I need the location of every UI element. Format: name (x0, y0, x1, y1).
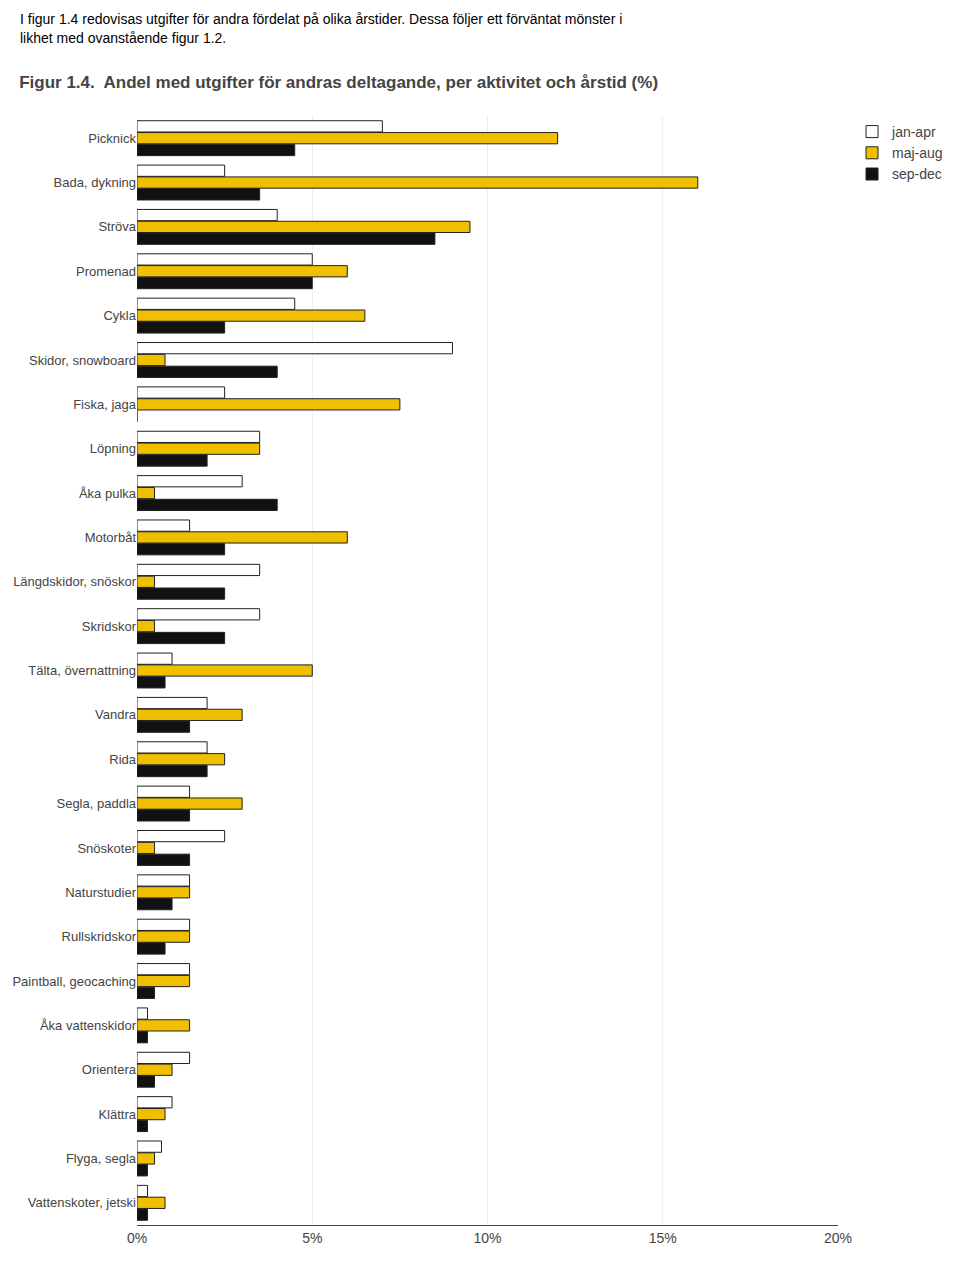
svg-text:Åka vattenskidor: Åka vattenskidor (40, 1018, 137, 1033)
html-text:likhet med ovanstående figur 1: likhet med ovanstående figur 1.2. (20, 30, 227, 46)
svg-text:maj-aug: maj-aug (892, 145, 943, 161)
svg-text:Picknick: Picknick (88, 131, 136, 146)
svg-text:Längdskidor, snöskor: Längdskidor, snöskor (13, 574, 137, 589)
svg-text:Ströva: Ströva (98, 219, 136, 234)
svg-text:Paintball, geocaching: Paintball, geocaching (12, 974, 136, 989)
svg-text:Bada, dykning: Bada, dykning (54, 175, 136, 190)
svg-text:Tälta, övernattning: Tälta, övernattning (28, 663, 136, 678)
svg-text:Flyga, segla: Flyga, segla (66, 1151, 137, 1166)
svg-text:Vattenskoter, jetski: Vattenskoter, jetski (28, 1195, 136, 1210)
svg-text:Klättra: Klättra (98, 1107, 136, 1122)
svg-text:10%: 10% (473, 1230, 501, 1246)
svg-text:Vandra: Vandra (95, 707, 137, 722)
svg-text:Skridskor: Skridskor (82, 619, 137, 634)
svg-text:Löpning: Löpning (90, 441, 136, 456)
svg-text:Naturstudier: Naturstudier (65, 885, 136, 900)
svg-text:Snöskoter: Snöskoter (77, 840, 136, 855)
svg-text:0%: 0% (127, 1230, 147, 1246)
svg-text:5%: 5% (302, 1230, 322, 1246)
html-text:I figur 1.4 redovisas utgifter: I figur 1.4 redovisas utgifter för andra… (20, 11, 623, 27)
svg-text:Cykla: Cykla (103, 308, 136, 323)
svg-text:Segla, paddla: Segla, paddla (56, 796, 136, 811)
svg-text:Promenad: Promenad (76, 264, 136, 279)
svg-text:Motorbåt: Motorbåt (85, 530, 137, 545)
svg-text:sep-dec: sep-dec (892, 166, 942, 182)
svg-text:Figur 1.4. Andel med utgifter: Figur 1.4. Andel med utgifter för andras… (19, 73, 658, 92)
svg-text:Rullskridskor: Rullskridskor (62, 929, 137, 944)
svg-text:Rida: Rida (109, 752, 137, 767)
svg-text:Åka pulka: Åka pulka (79, 486, 137, 501)
svg-text:20%: 20% (824, 1230, 852, 1246)
svg-text:Fiska, jaga: Fiska, jaga (73, 397, 137, 412)
svg-text:jan-apr: jan-apr (891, 124, 936, 140)
svg-text:Skidor, snowboard: Skidor, snowboard (29, 353, 136, 368)
svg-text:15%: 15% (649, 1230, 677, 1246)
svg-text:Orientera: Orientera (82, 1062, 137, 1077)
